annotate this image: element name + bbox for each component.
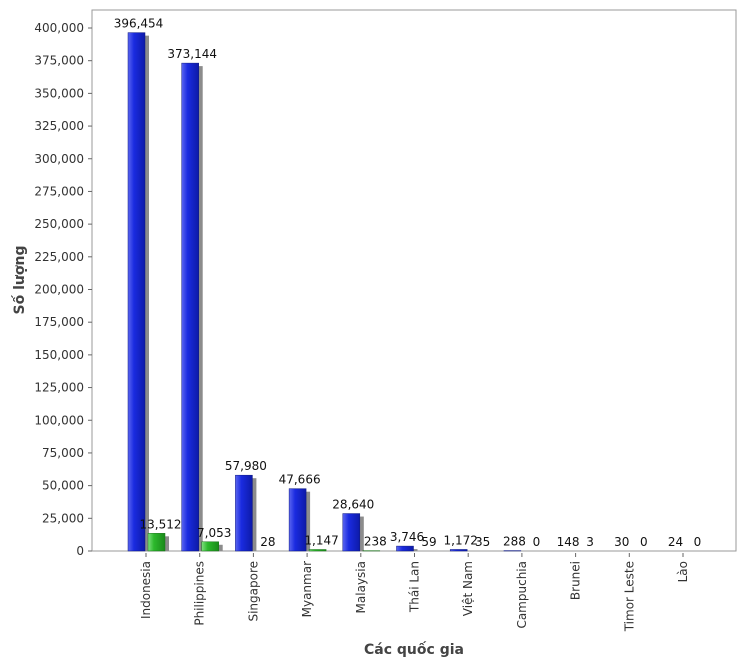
x-tick-label: Singapore	[246, 561, 260, 622]
data-label: 0	[640, 535, 648, 549]
data-label: 35	[475, 535, 490, 549]
data-label: 0	[694, 535, 702, 549]
data-label: 13,512	[140, 517, 182, 531]
y-tick-label: 75,000	[42, 446, 84, 460]
y-tick-label: 325,000	[34, 119, 84, 133]
y-tick-label: 0	[76, 544, 84, 558]
bar	[147, 533, 166, 552]
y-tick-label: 275,000	[34, 184, 84, 198]
x-tick-label: Timor Leste	[622, 561, 636, 632]
x-tick-label: Lào	[676, 561, 690, 582]
y-tick-label: 250,000	[34, 217, 84, 231]
x-tick-label: Campuchia	[515, 561, 529, 629]
y-tick-label: 350,000	[34, 86, 84, 100]
x-tick-label: Malaysia	[354, 561, 368, 613]
y-tick-label: 400,000	[34, 21, 84, 35]
y-tick-label: 300,000	[34, 152, 84, 166]
x-tick-label: Indonesia	[139, 561, 153, 619]
data-label: 148	[557, 535, 580, 549]
bar	[342, 513, 361, 552]
x-tick-label: Myanmar	[300, 561, 314, 617]
data-label: 288	[503, 535, 526, 549]
bar	[308, 549, 327, 552]
y-axis-title: Số lượng	[11, 246, 28, 315]
data-label: 47,666	[279, 473, 321, 487]
data-label: 373,144	[167, 47, 217, 61]
data-label: 3,746	[390, 530, 424, 544]
data-label: 30	[614, 535, 629, 549]
y-tick-label: 100,000	[34, 413, 84, 427]
y-axis: 0 25,000 50,000 75,000 100,000 125,000 150,000…	[34, 21, 92, 558]
y-tick-label: 375,000	[34, 54, 84, 68]
bar	[396, 545, 414, 552]
bar	[235, 474, 253, 552]
y-tick-label: 175,000	[34, 315, 84, 329]
data-label: 28,640	[332, 498, 374, 512]
x-axis: Indonesia Philippines Singapore Myanmar Mala…	[139, 553, 690, 632]
data-label: 3	[586, 535, 594, 549]
y-tick-label: 150,000	[34, 348, 84, 362]
bar	[449, 549, 468, 552]
x-tick-label: Thái Lan	[408, 561, 422, 613]
bars	[127, 32, 522, 552]
data-label: 59	[421, 535, 436, 549]
x-tick-label: Brunei	[569, 561, 583, 600]
data-label: 0	[533, 535, 541, 549]
data-label: 1,172	[444, 533, 478, 547]
data-label: 7,053	[197, 526, 231, 540]
x-axis-title: Các quốc gia	[364, 641, 464, 658]
bar	[127, 32, 146, 552]
x-tick-label: Philippines	[193, 561, 207, 626]
data-label: 396,454	[114, 17, 164, 31]
data-label: 57,980	[225, 459, 267, 473]
y-tick-label: 200,000	[34, 283, 84, 297]
bar	[181, 62, 199, 552]
y-tick-label: 25,000	[42, 511, 84, 525]
y-tick-label: 125,000	[34, 381, 84, 395]
data-label: 1,147	[304, 534, 338, 548]
bar	[201, 541, 219, 552]
value-labels: 396,454 13,512 373,144 7,053 57,980 28 47,666 1…	[114, 17, 702, 549]
data-label: 238	[364, 535, 387, 549]
x-tick-label: Việt Nam	[461, 561, 475, 616]
y-tick-label: 225,000	[34, 250, 84, 264]
data-label: 24	[668, 535, 683, 549]
y-tick-label: 50,000	[42, 479, 84, 493]
data-label: 28	[260, 535, 275, 549]
bar	[288, 488, 307, 552]
